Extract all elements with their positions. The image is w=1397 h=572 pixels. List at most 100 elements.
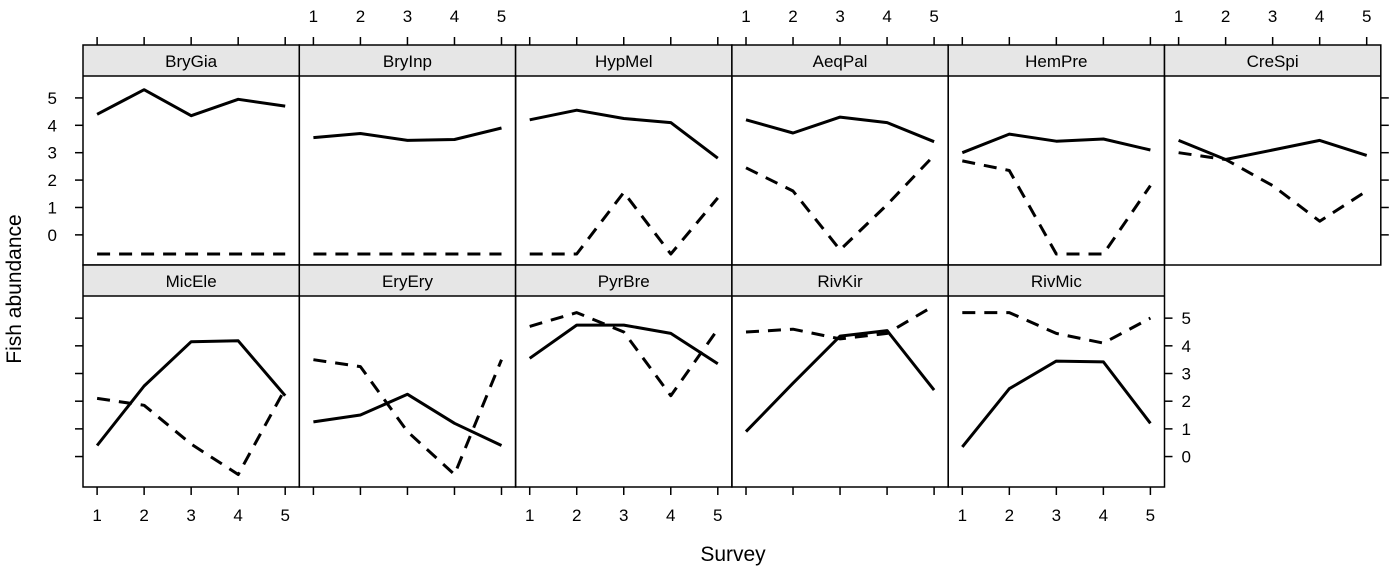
x-tick-label: 2 [356, 7, 365, 26]
strip-bg [515, 45, 732, 76]
panel-border [298, 44, 517, 266]
strip-bg [731, 265, 949, 296]
series-line-solid [96, 88, 286, 118]
x-tick-label: 3 [619, 506, 628, 525]
panel-aeqpal: AeqPal [731, 44, 949, 266]
y-axis-title: Fish abundance [3, 214, 26, 363]
panel-border [1163, 44, 1382, 266]
panel-rivmic: RivMic [947, 264, 1166, 488]
strip-label: BryInp [383, 52, 432, 71]
series-line-dashed [745, 304, 935, 341]
panel-crespi: CreSpi [1163, 44, 1382, 266]
y-tick-label: 2 [48, 171, 57, 190]
panel-pyrbre: PyrBre [514, 264, 733, 488]
y-tick-label: 3 [1182, 365, 1191, 384]
x-tick-label: 5 [1146, 506, 1155, 525]
panel-hypmel: HypMel [514, 44, 733, 266]
series-line-dashed [529, 311, 720, 398]
x-tick-label: 3 [1268, 7, 1277, 26]
x-tick-label: 3 [403, 7, 412, 26]
panel-brygia: BryGia [82, 44, 301, 266]
x-tick-label: 4 [1099, 506, 1108, 525]
strip-label: HypMel [595, 52, 653, 71]
panel-rivkir: RivKir [731, 264, 949, 488]
y-tick-label: 3 [48, 144, 57, 163]
x-tick-label: 5 [280, 506, 289, 525]
x-tick-label: 1 [1174, 7, 1183, 26]
x-tick-label: 2 [1005, 506, 1014, 525]
panels-layer: BryGia BryInp HypMel AeqPal HemPre CreSpi MicE… [82, 44, 1382, 488]
series-line-solid [313, 126, 502, 142]
strip-bg [83, 45, 300, 76]
series-line-solid [529, 108, 719, 160]
panel-micele: MicEle [82, 264, 301, 488]
x-tick-label: 4 [233, 506, 242, 525]
panel-border [514, 264, 733, 488]
series-line-solid [95, 339, 287, 447]
x-tick-label: 3 [1052, 506, 1061, 525]
y-tick-label: 2 [1182, 392, 1191, 411]
strip-label: MicEle [166, 272, 217, 291]
strip-bg [83, 265, 300, 296]
series-line-solid [961, 359, 1152, 448]
panel-border [947, 44, 1166, 266]
x-tick-label: 4 [450, 7, 459, 26]
y-tick-label: 0 [48, 226, 57, 245]
panel-eryery: EryEry [298, 264, 517, 488]
x-tick-label: 3 [835, 7, 844, 26]
series-line-dashed [96, 387, 287, 476]
strip-label: HemPre [1025, 52, 1087, 71]
x-tick-label: 4 [666, 506, 675, 525]
panel-border [731, 44, 949, 266]
x-tick-label: 2 [572, 506, 581, 525]
x-tick-label: 5 [1362, 7, 1371, 26]
y-tick-label: 5 [1182, 309, 1191, 328]
y-tick-label: 5 [48, 89, 57, 108]
strip-label: PyrBre [598, 272, 650, 291]
x-tick-label: 5 [713, 506, 722, 525]
y-tick-label: 4 [1182, 337, 1191, 356]
x-tick-label: 2 [788, 7, 797, 26]
panel-border [731, 264, 949, 488]
strip-label: RivMic [1031, 272, 1082, 291]
strip-bg [948, 265, 1165, 296]
strip-label: RivKir [817, 272, 863, 291]
x-tick-label: 1 [309, 7, 318, 26]
series-line-dashed [1178, 151, 1368, 223]
series-line-dashed [313, 358, 503, 476]
strip-bg [1164, 45, 1381, 76]
panel-hempre: HemPre [947, 44, 1166, 266]
y-tick-label: 1 [1182, 420, 1191, 439]
x-tick-label: 1 [92, 506, 101, 525]
series-line-solid [961, 132, 1151, 155]
x-axis-title: Survey [700, 543, 766, 566]
series-line-dashed [962, 311, 1152, 345]
strip-bg [299, 265, 516, 296]
x-tick-label: 1 [958, 506, 967, 525]
series-line-dashed [745, 154, 936, 252]
x-tick-label: 5 [929, 7, 938, 26]
series-line-solid [745, 115, 935, 144]
strip-label: EryEry [382, 272, 434, 291]
series-line-solid [313, 392, 503, 447]
series-line-solid [1178, 138, 1368, 161]
strip-label: CreSpi [1247, 52, 1299, 71]
panel-border [947, 264, 1166, 488]
panel-border [298, 264, 517, 488]
strip-bg [731, 45, 949, 76]
x-tick-label: 5 [497, 7, 506, 26]
x-tick-label: 4 [1315, 7, 1324, 26]
y-tick-label: 0 [1182, 448, 1191, 467]
y-tick-label: 1 [48, 198, 57, 217]
series-line-solid [528, 323, 719, 366]
panel-border [514, 44, 733, 266]
x-tick-label: 1 [525, 506, 534, 525]
panel-border [82, 44, 301, 266]
x-tick-label: 4 [882, 7, 891, 26]
strip-bg [299, 45, 516, 76]
strip-bg [515, 265, 732, 296]
axes-layer: 1 2 3 4 5 1 2 3 4 5 1 2 3 4 5 1 2 3 4 5 1 2 3 4 5 1 2 3 4 5 0 1 2 3 4 5 0 1 2 3… [48, 7, 1389, 525]
strip-bg [948, 45, 1165, 76]
y-tick-label: 4 [48, 116, 57, 135]
